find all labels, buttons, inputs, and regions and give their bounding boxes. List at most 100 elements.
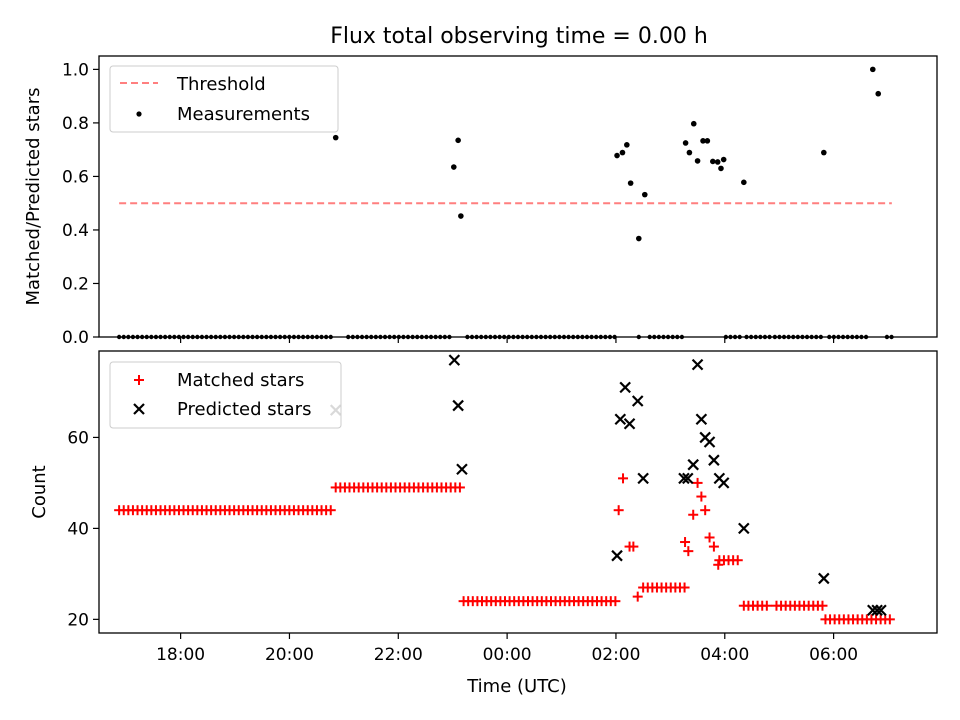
ratio-axes: 0.0 0.2 0.4 0.6 0.8 1.0 [62,60,835,348]
matched-star-marker [732,555,743,566]
predicted-star-marker [687,458,699,471]
measurement-point [686,149,693,156]
legend-matched-swatch [134,375,144,385]
measurement-point [718,165,724,172]
ratio-y-tick-label: 0.4 [62,221,89,241]
predicted-star-marker [875,604,887,617]
matched-star-marker [618,473,629,484]
x-tick-label: 20:00 [265,645,314,665]
legend-measurements-label: Measurements [177,104,310,125]
count-legend: Matched stars Predicted stars [109,361,342,429]
measurement-point [458,213,464,219]
measurement-point [690,120,697,127]
ratio-y-tick-label: 0.8 [62,114,89,134]
predicted-star-marker [448,354,461,366]
legend-cross-glyph [133,403,145,415]
count-plot-frame [98,350,938,634]
ratio-plot-frame [98,55,938,338]
measurement-point [682,140,689,146]
predicted-star-marker [631,395,644,407]
predicted-star-marker [614,413,627,426]
measurement-point [821,149,827,156]
measurement-point [636,235,642,242]
measurement-point [619,149,626,156]
matched-star-marker [761,600,772,611]
matched-star-marker [696,491,707,502]
measurement-point [332,134,339,141]
matched-star-marker [700,505,711,516]
matched-star-marker [680,537,691,548]
legend-predicted-swatch [133,403,145,415]
x-tick-label: 00:00 [483,645,532,665]
ratio-marks [116,66,894,340]
count-y-tick-label: 60 [67,428,89,448]
count-marks [114,354,895,625]
matched-star-marker [632,591,643,602]
matched-star-marker [704,532,715,543]
predicted-star-marker [637,472,649,485]
count-axes: 20 40 60 18:00 20:00 22:00 00:00 02:00 04:00 06:0… [67,428,858,665]
measurement-point [694,158,701,164]
count-legend-box [109,361,342,429]
ratio-y-tick-label: 0.0 [62,328,89,348]
measurement-point [869,66,876,73]
predicted-star-marker [695,413,708,426]
matched-star-marker [610,596,621,607]
measurement-point [700,138,706,144]
x-tick-label: 22:00 [374,645,423,665]
predicted-star-marker [681,472,694,485]
measurement-point [641,191,648,198]
measurement-point [710,158,716,165]
matched-star-marker [708,541,719,552]
measurement-point [455,137,461,144]
x-tick-label: 06:00 [809,645,858,665]
predicted-star-marker [717,477,730,489]
matched-star-marker [628,541,639,552]
measurement-point [627,180,634,186]
predicted-star-marker [456,463,468,476]
legend-measurements-swatch [136,111,142,117]
ratio-y-tick-label: 0.2 [62,274,89,294]
count-y-axis-label: Count [29,465,50,518]
matched-star-marker [692,477,703,488]
predicted-star-marker [871,604,883,617]
count-panel: 20 40 60 18:00 20:00 22:00 00:00 02:00 04:00 06:0… [29,350,938,697]
matched-star-marker [679,582,690,593]
count-y-tick-label: 40 [67,519,89,539]
matched-star-marker [325,505,336,516]
measurement-point [741,179,747,186]
x-tick-label: 18:00 [156,645,205,665]
predicted-star-marker [619,381,631,394]
predicted-star-marker [818,572,830,585]
x-axis-label: Time (UTC) [466,676,567,697]
predicted-star-marker [611,549,623,562]
predicted-star-marker [623,417,636,430]
matched-star-marker [683,546,694,557]
ratio-legend: Threshold Measurements [109,65,339,133]
matched-star-marker [688,509,699,520]
ratio-legend-box [109,65,339,133]
matched-star-marker [454,482,465,493]
legend-threshold-label: Threshold [176,74,266,95]
measurement-point [714,159,721,165]
matched-star-marker [884,614,895,625]
measurement-point [704,138,711,144]
figure-title: Flux total observing time = 0.00 h [330,24,708,49]
ratio-y-tick-label: 0.6 [62,167,89,187]
predicted-star-marker [738,522,750,535]
ratio-y-axis-label: Matched/Predicted stars [23,88,44,306]
matched-star-marker [817,600,828,611]
matched-star-marker [613,505,624,516]
x-tick-label: 04:00 [700,645,749,665]
measurement-point [614,152,620,159]
predicted-star-marker [452,399,464,412]
measurement-point [875,90,882,97]
ratio-y-tick-label: 1.0 [62,60,89,80]
measurement-point [450,164,457,170]
matched-star-marker [713,559,724,570]
predicted-star-marker [703,436,716,448]
measurement-point [624,142,630,148]
x-tick-label: 02:00 [591,645,640,665]
measurement-point [720,156,727,163]
